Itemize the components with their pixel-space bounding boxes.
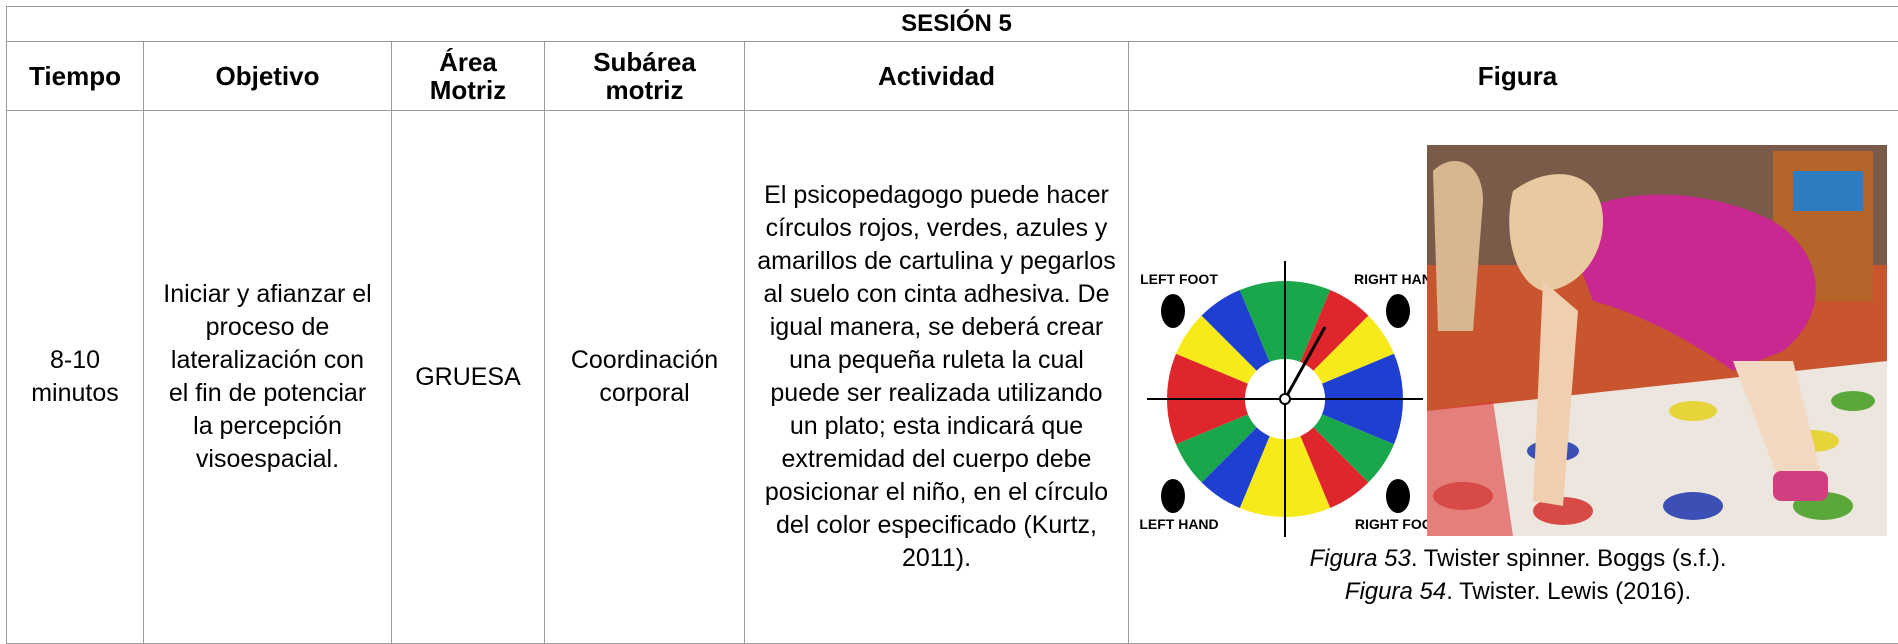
cell: Iniciar y afianzar el proceso de lateral… (144, 111, 392, 644)
photo (1427, 145, 1887, 536)
session-table: SESIÓN 5 Tiempo Objetivo Área Motriz Sub… (6, 6, 1898, 644)
limb-icon (1386, 479, 1410, 513)
caption-ref: Figura 53 (1309, 545, 1411, 572)
limb-icon (1161, 479, 1185, 513)
header-cell: Área Motriz (392, 42, 545, 111)
caption: Figura 54. Twister. Lewis (2016). (1344, 578, 1690, 605)
header-cell: Tiempo (7, 42, 144, 111)
spinner-label: LEFT FOOT (1140, 271, 1218, 287)
header-cell: Figura (1129, 42, 1898, 111)
table-title: SESIÓN 5 (7, 7, 1898, 42)
header-cell: Actividad (745, 42, 1129, 111)
header-cell: Objetivo (144, 42, 392, 111)
spinner-hub (1280, 394, 1290, 404)
caption-text: . Twister spinner. Boggs (s.f.). (1410, 545, 1726, 572)
caption-ref: Figura 54 (1344, 578, 1445, 605)
cell: El psicopedagogo puede hacer círculos ro… (745, 111, 1129, 644)
caption: Figura 53. Twister spinner. Boggs (s.f.)… (1309, 545, 1726, 572)
cell: Coordinación corporal (545, 111, 745, 644)
spinner-label: LEFT HAND (1139, 516, 1218, 532)
header-cell: Subárea motriz (545, 42, 745, 111)
limb-icon (1386, 294, 1410, 328)
limb-icon (1161, 294, 1185, 328)
caption-text: . Twister. Lewis (2016). (1446, 578, 1691, 605)
cell: GRUESA (392, 111, 545, 644)
cell: 8-10 minutos (7, 111, 144, 644)
